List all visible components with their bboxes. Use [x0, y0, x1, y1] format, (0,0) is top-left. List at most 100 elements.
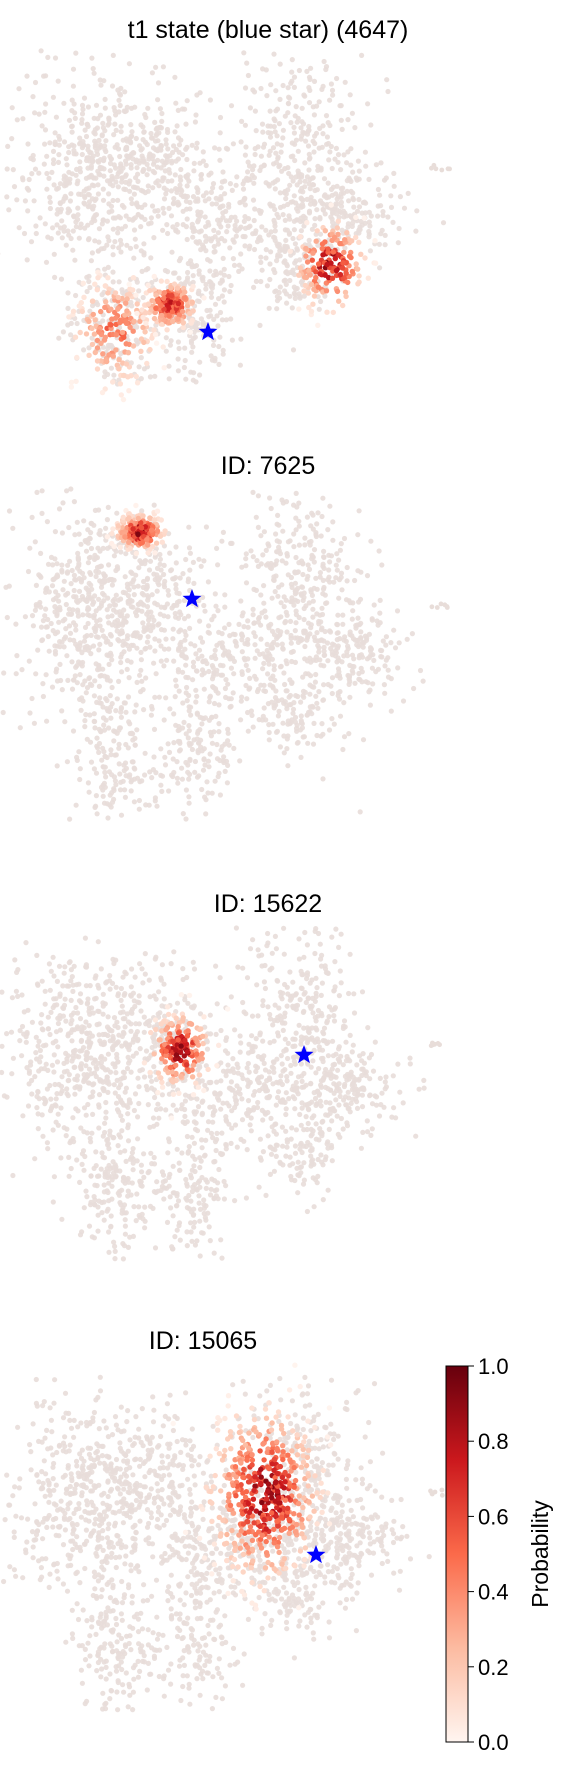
cell-point: [253, 514, 259, 520]
cell-point: [92, 212, 98, 218]
cell-point: [180, 193, 186, 200]
cell-point: [184, 183, 190, 189]
cell-point: [251, 246, 258, 253]
cell-point: [320, 201, 327, 207]
cell-point: [66, 314, 72, 320]
cell-point: [319, 721, 325, 727]
cell-point: [259, 267, 265, 273]
cell-point: [108, 804, 114, 810]
cell-point: [79, 102, 86, 108]
cell-point: [188, 704, 194, 710]
cell-point: [112, 290, 119, 296]
cell-point: [310, 512, 316, 518]
cell-point: [251, 217, 257, 224]
cell-point: [304, 196, 310, 202]
cell-point: [102, 105, 108, 111]
cell-point: [124, 308, 130, 314]
cell-point: [141, 166, 147, 173]
cell-point: [56, 152, 62, 158]
cell-point: [182, 629, 188, 635]
cell-point: [211, 316, 217, 322]
cell-point: [219, 293, 225, 299]
cell-point: [108, 156, 114, 162]
cell-point: [362, 210, 368, 216]
cell-point: [250, 489, 256, 495]
cell-point: [275, 512, 281, 519]
cell-point: [119, 1117, 125, 1123]
cell-point: [210, 282, 216, 288]
cell-point: [52, 529, 59, 535]
cell-point: [14, 653, 20, 659]
cell-point: [162, 528, 168, 534]
cell-point: [215, 241, 221, 247]
cell-point: [309, 175, 315, 181]
cell-point: [179, 765, 185, 771]
cell-point: [136, 993, 142, 999]
cell-point: [52, 55, 59, 61]
cell-point: [311, 149, 317, 155]
cell-point: [358, 620, 364, 626]
cell-point: [126, 61, 132, 67]
cell-point: [392, 645, 399, 651]
cell-point: [150, 624, 156, 630]
cell-point: [55, 629, 61, 635]
cell-point: [299, 196, 305, 202]
cell-point: [131, 255, 137, 261]
cell-point: [254, 558, 260, 564]
cell-point: [103, 138, 109, 144]
cell-point: [170, 224, 176, 230]
cell-point: [151, 754, 157, 760]
cell-point: [42, 988, 48, 994]
cell-point: [60, 329, 66, 335]
cell-point: [215, 774, 221, 780]
cell-point: [263, 255, 269, 261]
cell-point: [182, 357, 188, 364]
cell-point: [56, 142, 62, 148]
cell-point: [365, 1025, 371, 1031]
cell-point: [176, 598, 182, 605]
cell-point: [382, 232, 388, 238]
cell-point: [60, 587, 66, 593]
cell-point: [186, 794, 192, 800]
cell-point: [115, 197, 121, 203]
cell-point: [129, 759, 135, 765]
cell-point: [134, 380, 141, 386]
cell-point: [290, 235, 296, 242]
cell-point: [51, 251, 57, 257]
cell-point: [138, 122, 144, 128]
cell-point: [74, 181, 80, 187]
cell-point: [296, 291, 302, 297]
cell-point: [94, 366, 101, 372]
cell-point: [165, 230, 171, 237]
cell-point: [335, 152, 342, 158]
cell-point: [186, 740, 192, 746]
cell-point: [69, 686, 76, 692]
cell-point: [268, 130, 274, 136]
cell-point: [104, 697, 110, 704]
cell-point: [94, 345, 101, 351]
cell-point: [74, 354, 80, 361]
cell-point: [27, 545, 33, 551]
cell-point: [118, 168, 124, 174]
cell-point: [243, 556, 249, 562]
cell-point: [217, 640, 223, 646]
cell-point: [382, 242, 388, 248]
cell-point: [170, 626, 176, 632]
cell-point: [414, 208, 420, 214]
cell-point: [144, 639, 150, 645]
cell-point: [133, 502, 139, 509]
cell-point: [307, 272, 313, 278]
cell-point: [117, 319, 123, 326]
cell-point: [57, 136, 63, 142]
cell-point: [266, 183, 272, 189]
cell-point: [373, 669, 379, 675]
cell-point: [239, 199, 245, 205]
cell-point: [296, 518, 302, 524]
cell-point: [255, 947, 261, 953]
cell-point: [81, 95, 88, 101]
cell-point: [54, 186, 60, 192]
cell-point: [96, 647, 102, 653]
cell-point: [326, 157, 332, 163]
cell-point: [287, 182, 293, 188]
cell-point: [300, 121, 307, 127]
